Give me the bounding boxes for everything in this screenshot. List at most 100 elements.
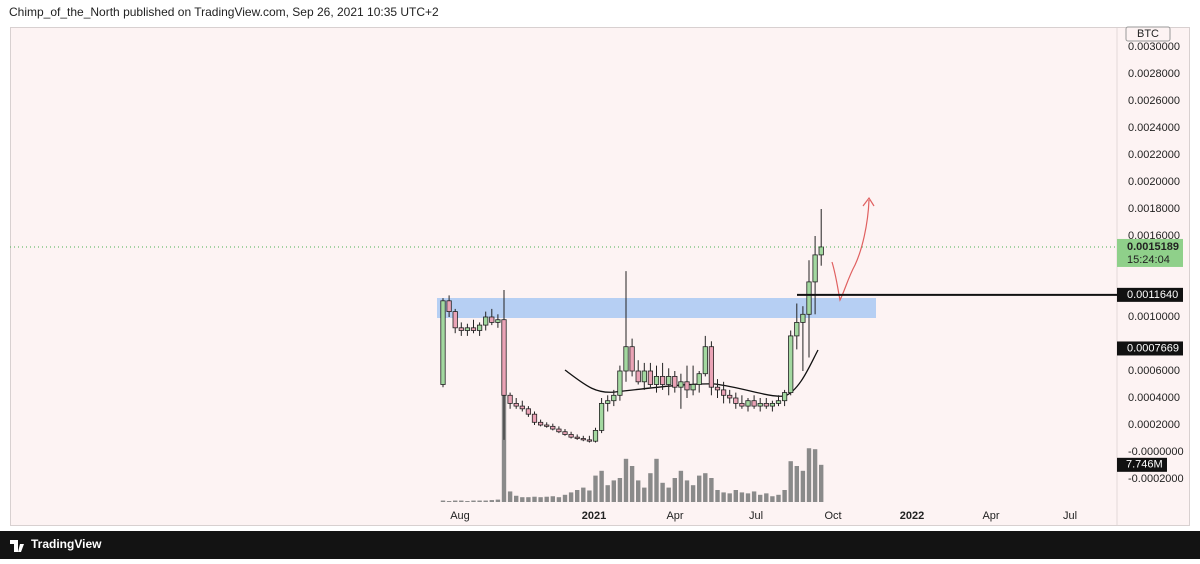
volume-bar xyxy=(715,490,720,502)
volume-bar xyxy=(575,490,580,502)
volume-bar xyxy=(599,470,604,502)
volume-bar xyxy=(465,501,470,502)
candle-body xyxy=(495,319,501,323)
candle-body xyxy=(599,402,605,431)
volume-bar xyxy=(544,496,549,502)
volume-bar xyxy=(587,490,592,502)
candle-body xyxy=(617,370,623,396)
y-tick-label: 0.0004000 xyxy=(1128,392,1180,404)
x-tick-label: Oct xyxy=(824,510,841,522)
candle-body xyxy=(525,408,532,415)
y-tick-label: 0.0030000 xyxy=(1128,41,1180,53)
candle-body xyxy=(586,439,593,442)
volume-bar xyxy=(703,473,708,502)
ma-label: 0.0007669 xyxy=(1127,342,1179,354)
x-tick-label: 2021 xyxy=(582,510,606,522)
footer-bar xyxy=(0,531,1200,559)
candle-body xyxy=(531,413,538,423)
countdown: 15:24:04 xyxy=(1127,254,1170,266)
volume-bar xyxy=(806,448,812,502)
volume-bar xyxy=(501,382,507,502)
header: Chimp_of_the_North published on TradingV… xyxy=(9,5,439,19)
currency: BTC xyxy=(1137,28,1159,40)
volume-bar xyxy=(648,473,653,502)
candle-body xyxy=(769,402,776,407)
x-tick-label: 2022 xyxy=(900,510,924,522)
candle-body xyxy=(775,400,782,404)
volume-bar xyxy=(440,500,446,502)
level-box xyxy=(1117,287,1183,302)
candle-body xyxy=(696,373,702,385)
y-tick-label: 0.0016000 xyxy=(1128,230,1180,242)
volume-bar xyxy=(642,487,647,502)
candle-body xyxy=(745,400,751,407)
volume-bar xyxy=(800,470,806,502)
volume-bar xyxy=(733,490,738,502)
candle-body xyxy=(629,346,635,372)
candle-body xyxy=(733,397,739,404)
y-tick-label: 0.0024000 xyxy=(1128,122,1180,134)
candle-body xyxy=(702,346,708,375)
volume-bar xyxy=(526,497,531,502)
y-tick-label: 0.0028000 xyxy=(1128,68,1180,80)
candle-body xyxy=(678,381,684,388)
candle-body xyxy=(483,316,489,326)
volume-bar xyxy=(556,497,562,502)
volume-bar xyxy=(660,482,665,502)
volume-bar xyxy=(782,490,787,502)
footer: TradingView xyxy=(31,537,102,551)
candle-body xyxy=(641,370,647,383)
y-tick-label: 0.0010000 xyxy=(1128,311,1180,323)
y-tick-label: 0.0020000 xyxy=(1128,176,1180,188)
candle-body xyxy=(556,428,562,433)
volume-bar xyxy=(495,499,501,502)
volume-bar xyxy=(690,485,696,502)
volume-bar xyxy=(727,493,732,502)
volume-bar xyxy=(721,492,726,502)
y-tick-label: 0.0026000 xyxy=(1128,95,1180,107)
volume-bar xyxy=(812,449,818,502)
volume-bar xyxy=(446,501,452,502)
volume-bar xyxy=(453,500,458,502)
candle-body xyxy=(653,375,660,385)
volume-box xyxy=(1117,457,1167,472)
volume-bar xyxy=(593,475,598,502)
candle-body xyxy=(721,389,727,396)
x-tick-label: Aug xyxy=(450,510,470,522)
candle-body xyxy=(501,319,507,396)
volume-bar xyxy=(666,487,671,502)
candle-body xyxy=(800,313,806,323)
candle-body xyxy=(580,438,586,441)
volume-bar xyxy=(697,475,702,502)
candle-body xyxy=(757,402,763,407)
candle-body xyxy=(544,424,550,427)
candle-body xyxy=(568,434,574,438)
candle-body xyxy=(623,346,629,372)
volume-label: 7.746M xyxy=(1126,459,1163,471)
candle-body xyxy=(647,370,654,385)
candle-body xyxy=(690,384,696,391)
candle-body xyxy=(489,316,495,323)
volume-bar xyxy=(794,466,799,502)
candle-body xyxy=(550,425,556,430)
candle-body xyxy=(714,386,721,391)
logo xyxy=(10,540,24,552)
candle-body xyxy=(788,335,794,393)
volume-bar xyxy=(514,495,519,502)
candle-body xyxy=(513,402,519,407)
volume-bar xyxy=(764,493,769,502)
candle-body xyxy=(751,400,757,407)
candle-body xyxy=(635,370,641,383)
ma-box xyxy=(1117,341,1183,356)
volume-bar xyxy=(581,487,586,502)
volume-bar xyxy=(532,496,537,502)
candle-body xyxy=(507,394,513,404)
volume-bar xyxy=(654,458,659,502)
y-tick-label: -0.0002000 xyxy=(1128,473,1184,485)
candle-body xyxy=(818,246,824,256)
volume-bar xyxy=(611,480,616,502)
volume-bar xyxy=(672,478,677,502)
volume-bar xyxy=(684,480,690,502)
volume-bar xyxy=(751,491,757,502)
